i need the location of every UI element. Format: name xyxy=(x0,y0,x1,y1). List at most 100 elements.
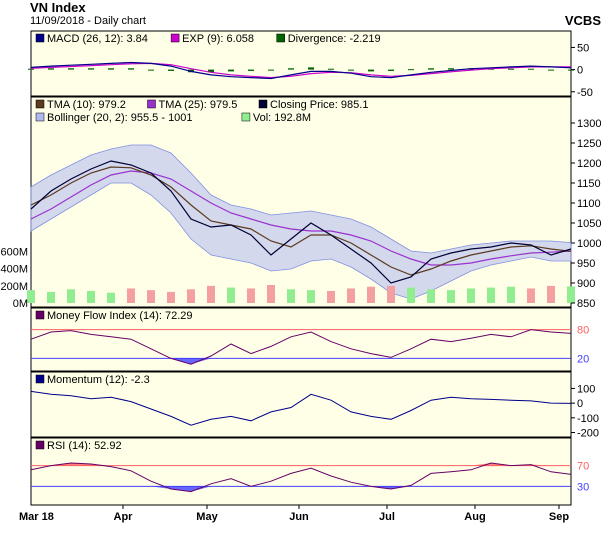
macd-y-ticklabel-2: -50 xyxy=(577,87,593,99)
x-ticklabel-0: Mar 18 xyxy=(19,511,54,523)
macd-divergence-bar-5 xyxy=(128,68,134,70)
price-legend-a-swatch-1 xyxy=(147,99,156,109)
volume-bar-6 xyxy=(147,290,155,303)
x-ticklabel-2: May xyxy=(196,511,218,523)
volume-bar-8 xyxy=(187,289,195,303)
x-ticklabel-4: Jul xyxy=(379,511,395,523)
panel-momentum xyxy=(30,371,572,438)
rsi-legend-label-0: RSI (14): 52.92 xyxy=(47,440,122,452)
volume-bar-11 xyxy=(247,288,255,303)
mfi-ticklabel-1: 20 xyxy=(577,353,589,365)
momentum-y-ticklabel-3: -200 xyxy=(577,428,599,440)
price-legend-b-label-0: Bollinger (20, 2): 955.5 - 1001 xyxy=(47,112,193,124)
rsi-oversold-fill-9 xyxy=(191,486,211,492)
macd-divergence-bar-19 xyxy=(408,69,414,71)
macd-divergence-bar-4 xyxy=(108,68,114,70)
x-ticklabel-1: Apr xyxy=(114,511,134,523)
volume-bar-21 xyxy=(447,290,455,303)
macd-divergence-bar-13 xyxy=(288,68,294,70)
price-y-ticklabel-0: 1300 xyxy=(577,118,601,130)
price-legend-a-label-1: TMA (25): 979.5 xyxy=(159,99,238,111)
macd-divergence-bar-0 xyxy=(28,68,34,70)
macd-legend-label-2: Divergence: -2.219 xyxy=(288,33,381,45)
macd-legend-swatch-1 xyxy=(170,33,180,43)
macd-divergence-bar-1 xyxy=(48,68,54,70)
macd-divergence-bar-7 xyxy=(168,69,174,71)
price-y-ticklabel-6: 1000 xyxy=(577,238,601,250)
mfi-ticklabel-0: 80 xyxy=(577,325,589,337)
mfi-legend-label-0: Money Flow Index (14): 72.29 xyxy=(47,310,193,322)
macd-divergence-bar-20 xyxy=(428,68,434,70)
rsi-line xyxy=(30,462,572,493)
macd-divergence-bar-10 xyxy=(228,69,234,72)
macd-divergence-bar-18 xyxy=(388,69,394,71)
macd-y-ticklabel-1: 0 xyxy=(577,65,583,77)
macd-divergence-bar-12 xyxy=(268,69,274,71)
volume-ticklabel-1: 400M xyxy=(0,264,28,276)
x-ticklabel-6: Sep xyxy=(549,511,569,523)
volume-bar-7 xyxy=(167,291,175,303)
macd-divergence-bar-6 xyxy=(148,69,154,71)
macd-legend-label-0: MACD (26, 12): 3.84 xyxy=(47,33,148,45)
rsi-ticklabel-0: 70 xyxy=(577,461,589,473)
macd-y-ticklabel-0: 50 xyxy=(577,42,589,54)
rsi-oversold-fill-19 xyxy=(391,486,411,489)
price-y-ticklabel-3: 1150 xyxy=(577,178,601,190)
volume-bar-13 xyxy=(287,289,295,303)
macd-line xyxy=(30,61,572,80)
price-y-ticklabel-1: 1250 xyxy=(577,138,601,150)
rsi-oversold-fill-8 xyxy=(171,486,191,492)
price-legend-a-swatch-0 xyxy=(35,99,45,109)
volume-bar-26 xyxy=(547,285,555,303)
momentum-y-ticklabel-1: 0 xyxy=(577,398,583,410)
volume-bar-23 xyxy=(487,287,495,303)
volume-bar-27 xyxy=(567,286,575,303)
volume-bar-20 xyxy=(427,289,435,303)
panel-price xyxy=(30,96,572,308)
volume-bar-18 xyxy=(387,285,395,303)
chart-subtitle: 11/09/2018 - Daily chart xyxy=(30,15,146,27)
macd-divergence-bar-21 xyxy=(448,68,454,70)
volume-bar-16 xyxy=(347,288,355,303)
momentum-legend-swatch-0 xyxy=(35,374,45,384)
macd-legend-swatch-2 xyxy=(276,33,285,43)
mfi-legend-swatch-0 xyxy=(35,310,45,320)
rsi-ticklabel-1: 30 xyxy=(577,481,589,493)
price-legend-b-swatch-1 xyxy=(241,112,251,122)
momentum-line xyxy=(30,390,572,426)
macd-divergence-bar-24 xyxy=(508,68,514,70)
x-ticklabel-3: Jun xyxy=(289,511,309,523)
momentum-y-ticklabel-0: 100 xyxy=(577,383,595,395)
x-ticklabel-5: Aug xyxy=(464,511,485,523)
macd-exp-line xyxy=(30,62,571,79)
macd-legend-label-1: EXP (9): 6.058 xyxy=(182,33,254,45)
volume-bar-15 xyxy=(327,291,335,303)
price-legend-a-label-2: Closing Price: 985.1 xyxy=(270,99,368,111)
price-y-ticklabel-9: 850 xyxy=(577,298,595,310)
macd-divergence-bar-26 xyxy=(548,69,554,71)
volume-bar-22 xyxy=(467,288,475,303)
volume-bar-25 xyxy=(527,288,535,303)
volume-bar-24 xyxy=(507,286,515,303)
volume-bar-19 xyxy=(407,287,415,303)
mfi-line xyxy=(30,329,572,365)
price-y-ticklabel-4: 1100 xyxy=(577,198,601,210)
chart-title: VN Index xyxy=(30,0,86,15)
macd-divergence-bar-9 xyxy=(208,69,214,73)
closing-price-line xyxy=(30,160,572,284)
price-legend-b-label-1: Vol: 192.8M xyxy=(253,112,311,124)
price-y-ticklabel-8: 900 xyxy=(577,278,595,290)
volume-bar-4 xyxy=(107,292,115,303)
mfi-oversold-fill-9 xyxy=(191,358,211,365)
momentum-legend-label-0: Momentum (12): -2.3 xyxy=(47,374,150,386)
volume-bar-9 xyxy=(207,285,215,303)
macd-divergence-bar-11 xyxy=(248,69,254,71)
volume-bar-12 xyxy=(267,285,275,303)
tma10-line xyxy=(30,166,572,276)
macd-divergence-bar-25 xyxy=(528,68,534,70)
volume-ticklabel-3: 0M xyxy=(13,298,28,310)
macd-divergence-bar-14 xyxy=(308,67,314,70)
panel-rsi xyxy=(30,437,572,506)
macd-divergence-bar-16 xyxy=(348,69,354,71)
